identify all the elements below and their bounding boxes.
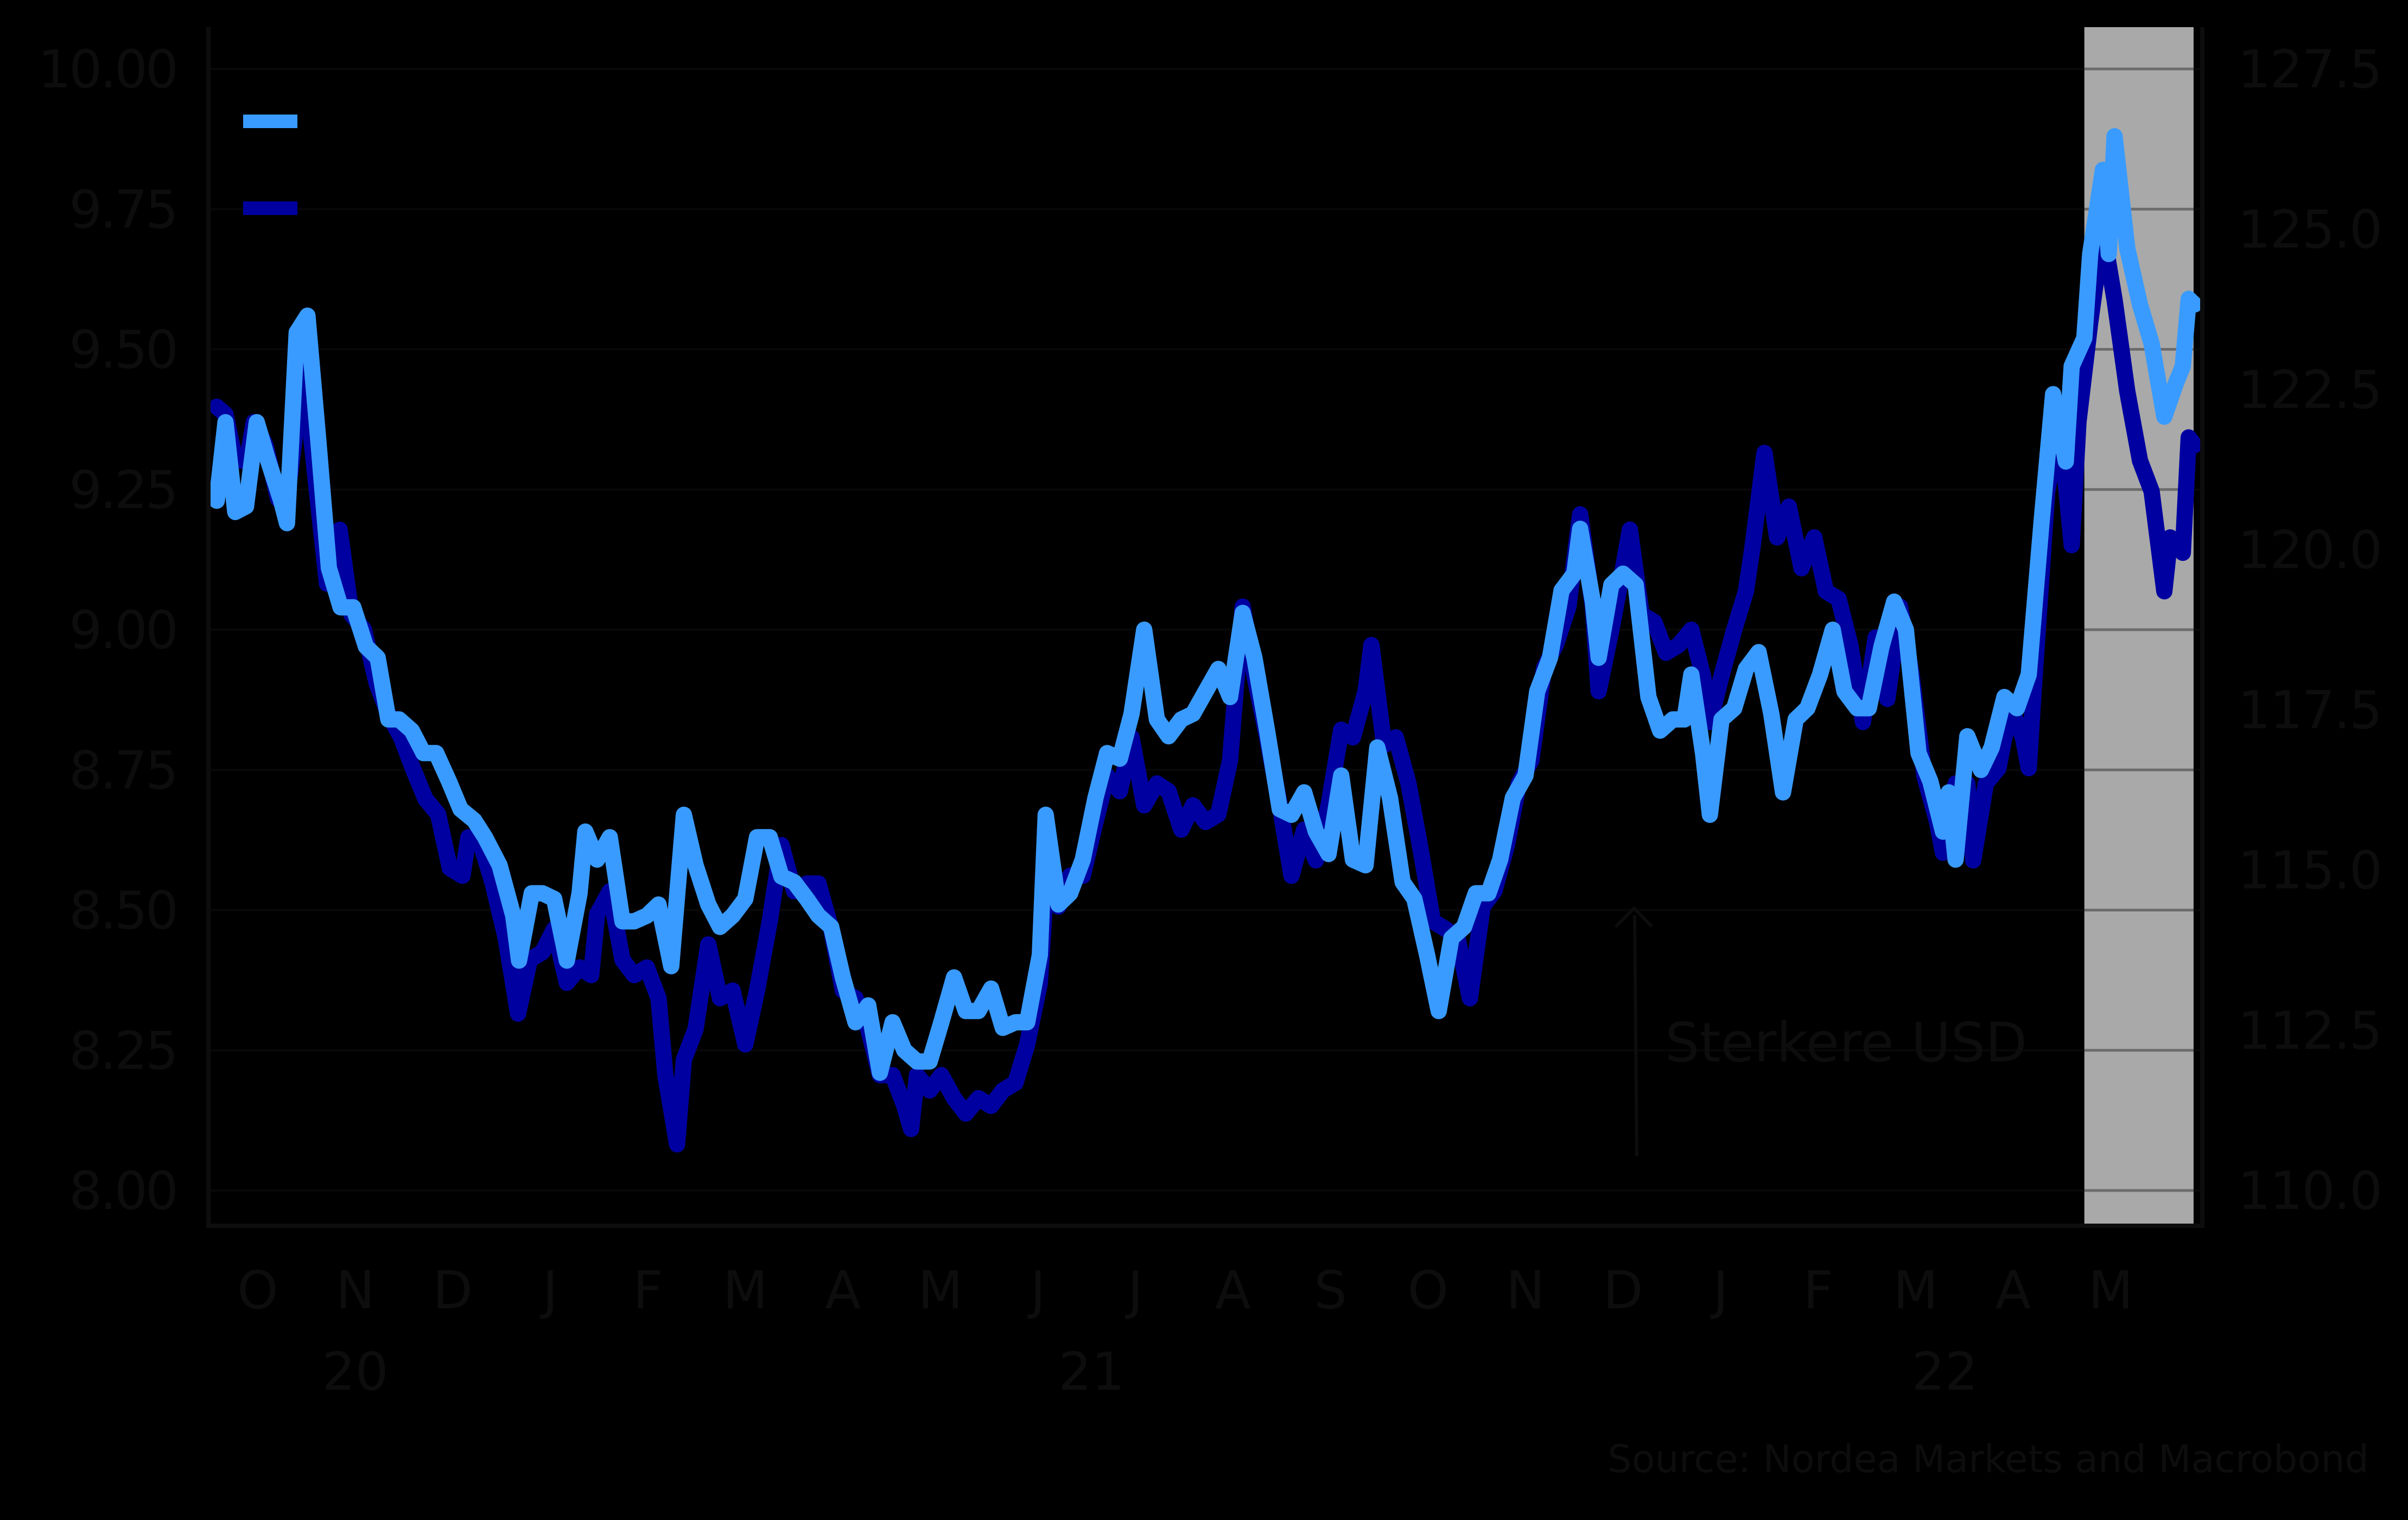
right-tick-label: 115.0 — [2238, 840, 2381, 901]
month-label: N — [336, 1260, 375, 1321]
month-label: F — [633, 1260, 663, 1321]
right-tick-label: 122.5 — [2238, 359, 2381, 420]
left-tick-label: 9.50 — [69, 320, 176, 381]
right-tick-label: 125.0 — [2238, 199, 2381, 260]
x-axis-year-labels: 20 21 22 — [322, 1341, 1978, 1402]
month-label: O — [1407, 1260, 1448, 1321]
right-tick-label: 120.0 — [2238, 520, 2381, 580]
month-label: M — [2088, 1260, 2133, 1321]
legend — [243, 115, 297, 215]
right-tick-label: 110.0 — [2238, 1161, 2381, 1221]
axes — [206, 27, 2204, 1228]
right-tick-label: 127.5 — [2238, 39, 2381, 100]
right-tick-label: 112.5 — [2238, 1000, 2381, 1061]
month-label: M — [1893, 1260, 1938, 1321]
left-tick-label: 8.25 — [69, 1021, 176, 1081]
month-label: J — [1027, 1260, 1045, 1321]
series-lines — [208, 128, 2203, 1152]
month-label: D — [1603, 1260, 1643, 1321]
left-axis-ticks: 10.00 9.75 9.50 9.25 9.00 8.75 8.50 8.25 8.00 — [38, 39, 179, 1221]
left-tick-label: 8.00 — [69, 1161, 176, 1221]
year-label: 22 — [1912, 1341, 1978, 1402]
left-tick-label: 9.00 — [69, 600, 176, 661]
month-label: O — [237, 1260, 278, 1321]
month-label: M — [918, 1260, 963, 1321]
month-label: D — [433, 1260, 473, 1321]
month-label: S — [1314, 1260, 1347, 1321]
year-label: 21 — [1058, 1341, 1124, 1402]
left-tick-label: 9.25 — [69, 460, 176, 521]
series-line-light — [208, 128, 2203, 1081]
left-tick-label: 8.75 — [69, 740, 176, 801]
month-label: J — [1710, 1260, 1728, 1321]
month-label: F — [1803, 1260, 1833, 1321]
up-arrow-icon — [1614, 905, 1654, 1157]
month-label: A — [825, 1260, 861, 1321]
year-label: 20 — [322, 1341, 388, 1402]
source-note: Source: Nordea Markets and Macrobond — [1608, 1437, 2369, 1481]
left-tick-label: 10.00 — [38, 39, 176, 100]
month-label: M — [723, 1260, 768, 1321]
right-axis-ticks: 127.5 125.0 122.5 120.0 117.5 115.0 112.5 110.0 — [2238, 39, 2382, 1221]
series-line-dark — [208, 222, 2203, 1152]
month-label: N — [1506, 1260, 1545, 1321]
month-label: A — [1996, 1260, 2031, 1321]
month-label: A — [1215, 1260, 1251, 1321]
month-label: J — [1125, 1260, 1143, 1321]
annotation: Sterkere USD — [1614, 905, 2027, 1157]
left-tick-label: 9.75 — [69, 179, 176, 240]
legend-swatch-light — [243, 115, 297, 128]
annotation-text: Sterkere USD — [1665, 1011, 2027, 1074]
legend-swatch-dark — [243, 201, 297, 215]
gridlines — [211, 67, 2200, 1192]
left-tick-label: 8.50 — [69, 881, 176, 941]
right-tick-label: 117.5 — [2238, 680, 2381, 741]
month-label: J — [540, 1260, 558, 1321]
